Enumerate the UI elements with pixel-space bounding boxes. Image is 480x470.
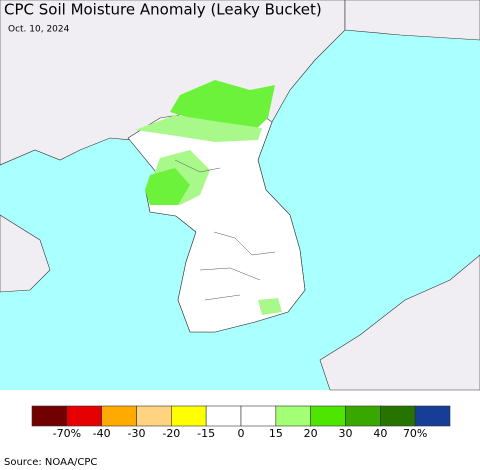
legend-swatch bbox=[171, 405, 207, 427]
province-border bbox=[174, 159, 276, 301]
source: Source: NOAA/CPC bbox=[4, 457, 97, 468]
map-title: CPC Soil Moisture Anomaly (Leaky Bucket) bbox=[4, 1, 322, 19]
legend-swatch bbox=[31, 405, 68, 427]
legend-swatch bbox=[275, 405, 311, 427]
map-date: Oct. 10, 2024 bbox=[8, 25, 70, 35]
moisture-patch bbox=[145, 168, 190, 205]
legend-label: 20 bbox=[304, 427, 318, 440]
legend-label: -20 bbox=[162, 427, 180, 440]
legend: -70% -40 -30 -20 -15 0 15 20 30 40 70% bbox=[31, 405, 451, 440]
legend-swatch bbox=[310, 405, 346, 427]
legend-label: 40 bbox=[373, 427, 387, 440]
land-japan bbox=[319, 254, 480, 391]
legend-label: 30 bbox=[339, 427, 353, 440]
legend-swatch bbox=[101, 405, 137, 427]
legend-label: 70% bbox=[403, 427, 427, 440]
legend-swatch bbox=[136, 405, 172, 427]
land-northeast bbox=[344, 0, 480, 41]
legend-label: -70% bbox=[53, 427, 81, 440]
map bbox=[0, 0, 480, 391]
legend-label: 15 bbox=[269, 427, 283, 440]
land-west bbox=[0, 214, 51, 293]
legend-swatch bbox=[380, 405, 416, 427]
legend-swatch bbox=[66, 405, 102, 427]
legend-swatch bbox=[345, 405, 381, 427]
legend-label: 0 bbox=[238, 427, 245, 440]
legend-swatch bbox=[240, 405, 277, 427]
legend-label: -30 bbox=[128, 427, 146, 440]
legend-swatch bbox=[205, 405, 242, 427]
legend-label: -40 bbox=[93, 427, 111, 440]
legend-swatch bbox=[414, 405, 451, 427]
moisture-patch bbox=[170, 80, 275, 130]
legend-label: -15 bbox=[197, 427, 215, 440]
moisture-patch bbox=[135, 115, 262, 142]
moisture-patch bbox=[258, 298, 282, 315]
